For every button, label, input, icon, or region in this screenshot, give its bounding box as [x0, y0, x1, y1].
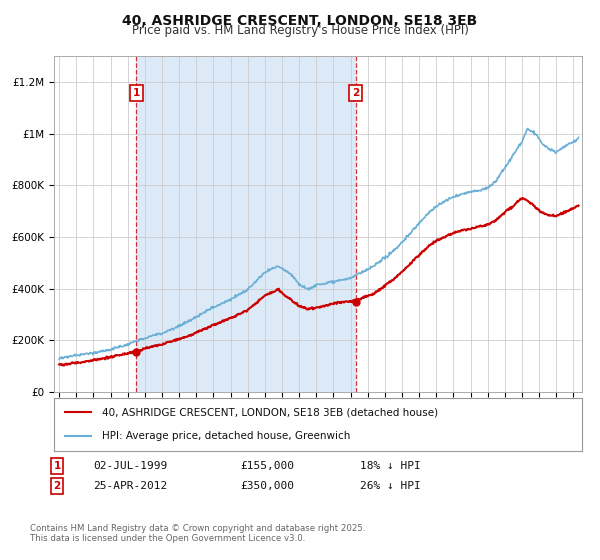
Text: 2: 2	[352, 88, 359, 98]
Text: Price paid vs. HM Land Registry's House Price Index (HPI): Price paid vs. HM Land Registry's House …	[131, 24, 469, 36]
Text: 1: 1	[53, 461, 61, 471]
Text: 2: 2	[53, 481, 61, 491]
Text: 26% ↓ HPI: 26% ↓ HPI	[360, 481, 421, 491]
Text: Contains HM Land Registry data © Crown copyright and database right 2025.
This d: Contains HM Land Registry data © Crown c…	[30, 524, 365, 543]
Text: 40, ASHRIDGE CRESCENT, LONDON, SE18 3EB: 40, ASHRIDGE CRESCENT, LONDON, SE18 3EB	[122, 14, 478, 28]
Text: 02-JUL-1999: 02-JUL-1999	[93, 461, 167, 471]
Text: 40, ASHRIDGE CRESCENT, LONDON, SE18 3EB (detached house): 40, ASHRIDGE CRESCENT, LONDON, SE18 3EB …	[101, 408, 437, 418]
Text: 1: 1	[133, 88, 140, 98]
Text: £350,000: £350,000	[240, 481, 294, 491]
Bar	[136, 56, 356, 392]
Text: 25-APR-2012: 25-APR-2012	[93, 481, 167, 491]
Text: HPI: Average price, detached house, Greenwich: HPI: Average price, detached house, Gree…	[101, 431, 350, 441]
Text: 18% ↓ HPI: 18% ↓ HPI	[360, 461, 421, 471]
Text: £155,000: £155,000	[240, 461, 294, 471]
